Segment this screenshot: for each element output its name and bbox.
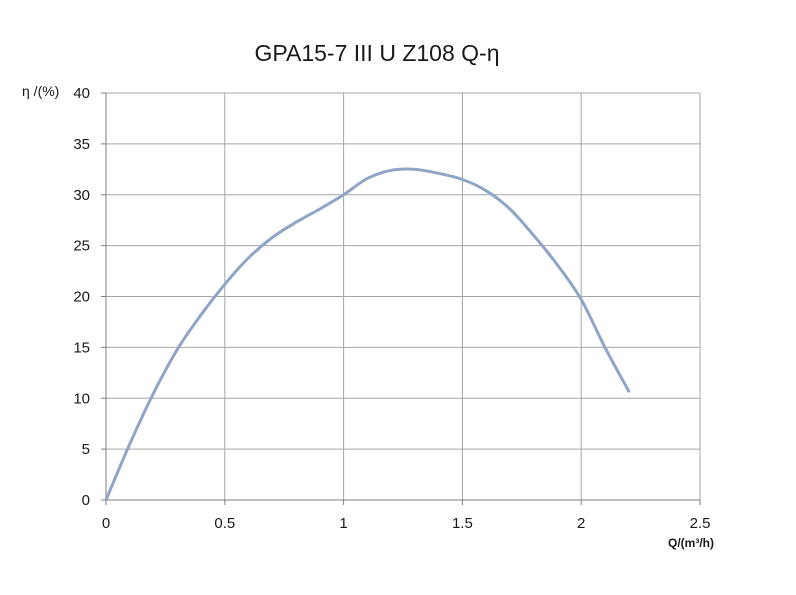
y-tick-label: 40: [73, 85, 90, 102]
x-tick-label: 1: [339, 515, 347, 532]
y-tick-label: 5: [82, 441, 90, 458]
x-axis-label: Q/(m³/h): [668, 536, 714, 550]
x-tick-label: 0.5: [214, 515, 235, 532]
y-tick-label: 35: [73, 136, 90, 153]
x-tick-label: 1.5: [452, 515, 473, 532]
y-tick-label: 0: [82, 492, 90, 509]
x-tick-label: 0: [102, 515, 110, 532]
x-tick-label: 2.5: [690, 515, 711, 532]
chart-title: GPA15-7 III U Z108 Q-η: [254, 40, 499, 66]
series-layer: [104, 167, 631, 502]
grid-lines: [101, 92, 701, 505]
y-tick-label: 30: [73, 187, 90, 204]
y-tick-label: 15: [73, 339, 90, 356]
y-axis-label: η /(%): [22, 83, 59, 99]
series-line: [104, 167, 631, 502]
y-tick-label: 25: [73, 238, 90, 255]
y-tick-label: 20: [73, 289, 90, 306]
tick-labels: 0 5 10 15 20 25 30 35 40 0 0.5 1 1.5 2 2.5: [73, 85, 710, 532]
x-tick-label: 2: [577, 515, 585, 532]
y-tick-label: 10: [73, 390, 90, 407]
